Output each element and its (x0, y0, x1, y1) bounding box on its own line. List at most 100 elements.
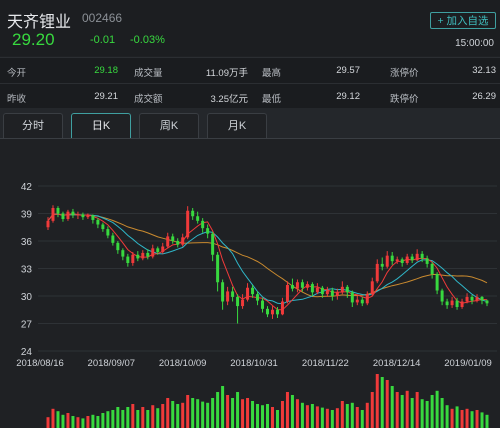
candle-body (191, 210, 195, 217)
candle-body (151, 248, 155, 257)
quote-time: 15:00:00 (455, 38, 494, 49)
volume-bar (46, 417, 50, 428)
candle-body (300, 282, 304, 288)
candle-body (270, 309, 274, 315)
limit-down-value: 26.29 (472, 91, 496, 102)
candle-body (355, 299, 359, 303)
y-tick-label: 36 (21, 237, 33, 248)
candle-body (435, 274, 439, 291)
volume-bar (325, 408, 329, 428)
candle-body (395, 259, 399, 262)
volume-bar (181, 402, 185, 428)
x-tick-label: 2019/01/09 (444, 358, 492, 369)
volume-bar (261, 405, 265, 428)
x-tick-label: 2018/08/16 (16, 358, 64, 369)
candle-body (425, 258, 429, 264)
volume-bar (176, 404, 180, 428)
quote-header: 天齐锂业 002466 29.20 -0.01 -0.03% + 加入自选 15… (0, 0, 500, 56)
candle-body (221, 282, 225, 302)
volume-bar (305, 405, 309, 428)
high-label: 最高 (262, 68, 282, 79)
candle-body (360, 299, 364, 304)
candle-body (256, 294, 260, 301)
candle-body (251, 287, 255, 295)
volume-bar (241, 399, 245, 428)
candle-body (76, 214, 80, 216)
x-tick-label: 2018/10/09 (159, 358, 207, 369)
limit-up-label: 涨停价 (390, 68, 419, 79)
volume-bar (470, 411, 474, 428)
ma20-line (47, 213, 488, 298)
volume-bar (360, 410, 364, 428)
candle-body (335, 292, 339, 296)
tab-intraday[interactable]: 分时 (3, 113, 63, 138)
candle-body (465, 296, 469, 302)
volume-bar (196, 399, 200, 428)
volume-bar (410, 398, 414, 428)
volume-bar (191, 398, 195, 428)
current-price: 29.20 (12, 30, 55, 49)
price-change: -0.01 (90, 34, 116, 46)
candle-body (430, 263, 434, 274)
candle-body (156, 248, 160, 252)
candle-body (305, 284, 309, 288)
tab-daily-k[interactable]: 日K (71, 113, 131, 138)
volume-bar (91, 414, 95, 428)
candle-body (380, 263, 384, 267)
volume-bar (66, 413, 70, 428)
candle-body (460, 301, 464, 307)
candle-body (330, 290, 334, 296)
candle-body (415, 253, 419, 261)
volume-bar (415, 392, 419, 428)
volume-bar (86, 416, 90, 428)
volume-bar (390, 386, 394, 428)
volume-bar (485, 414, 489, 428)
open-value: 29.18 (94, 65, 118, 76)
tab-weekly-k[interactable]: 周K (139, 113, 199, 138)
candle-body (246, 287, 250, 300)
volume-bar (76, 417, 80, 428)
candle-body (275, 309, 279, 315)
volume-bar (246, 398, 250, 428)
candle-body (420, 253, 424, 259)
volume-bar (450, 408, 454, 428)
candle-body (116, 242, 120, 251)
candle-body (405, 256, 409, 263)
candle-body (46, 220, 50, 228)
turnover-label: 成交额 (134, 94, 163, 105)
candle-body (375, 263, 379, 282)
candle-body (171, 236, 175, 241)
volume-bar (256, 404, 260, 428)
y-tick-label: 30 (21, 292, 33, 303)
volume-label: 成交量 (134, 68, 163, 79)
volume-bar (131, 404, 135, 428)
limit-down-label: 跌停价 (390, 94, 419, 105)
candle-body (310, 284, 314, 293)
volume-bar (475, 410, 479, 428)
stock-code: 002466 (82, 11, 123, 25)
volume-bar (320, 407, 324, 428)
candle-body (315, 287, 319, 293)
volume-bar (81, 418, 85, 428)
candle-body (450, 300, 454, 306)
volume-bar (126, 407, 130, 428)
volume-bar (430, 395, 434, 428)
stock-name: 天齐锂业 (7, 14, 72, 31)
candle-body (136, 254, 140, 259)
candle-body (176, 241, 180, 245)
volume-bar (106, 411, 110, 428)
volume-value: 11.09万手 (205, 68, 248, 79)
volume-bar (101, 413, 105, 428)
candle-body (161, 246, 165, 252)
quote-stats-panel: 今开 29.18 成交量 11.09万手 最高 29.57 涨停价 32.13 … (0, 57, 500, 109)
add-to-watchlist-button[interactable]: + 加入自选 (430, 12, 496, 29)
tab-monthly-k[interactable]: 月K (207, 113, 267, 138)
candle-body (141, 252, 145, 259)
volume-bar (51, 408, 55, 428)
volume-bar (365, 402, 369, 428)
candle-body (266, 308, 269, 315)
candle-body (131, 254, 135, 263)
candle-body (71, 211, 75, 216)
volume-bar (480, 412, 484, 428)
